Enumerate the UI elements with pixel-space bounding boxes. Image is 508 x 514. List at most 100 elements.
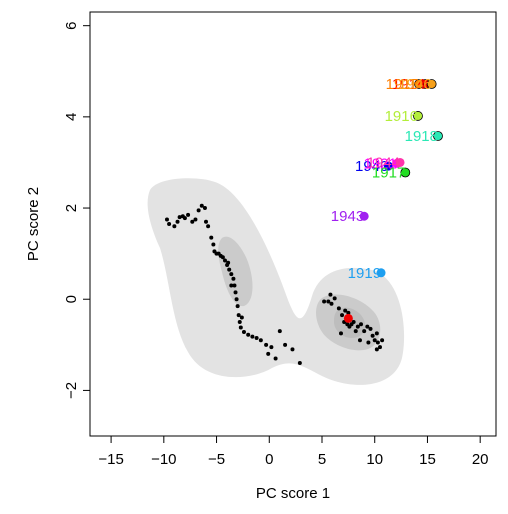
data-point [338, 331, 343, 336]
data-point [326, 299, 331, 304]
data-point [353, 329, 358, 334]
data-point [239, 315, 244, 320]
point-label-1940: 1940 [355, 158, 388, 175]
data-point [362, 329, 367, 334]
background-points [164, 203, 385, 366]
highlight-point-1940 [383, 161, 393, 171]
data-point [227, 267, 232, 272]
y-axis: −2 0 2 4 6 [63, 22, 90, 399]
data-point [328, 292, 333, 297]
data-point [375, 340, 380, 345]
data-point [329, 301, 334, 306]
data-point [177, 215, 182, 220]
data-point [336, 306, 341, 311]
y-tick-label: −2 [63, 382, 80, 399]
data-point [202, 206, 207, 211]
data-point [233, 290, 238, 295]
data-point [199, 203, 204, 208]
highlight-point-1946 [426, 79, 437, 89]
data-point [269, 345, 274, 350]
density-mid-region-left [218, 236, 253, 307]
y-tick-label: 4 [63, 113, 80, 121]
data-point [258, 338, 263, 343]
highlight-point [343, 313, 353, 323]
highlight-point-1915 [414, 79, 424, 89]
y-axis-label: PC score 2 [25, 187, 42, 261]
data-point [241, 330, 246, 335]
data-point [209, 235, 214, 240]
data-point [277, 329, 282, 334]
plot-frame [89, 11, 497, 437]
data-point [196, 208, 201, 213]
data-point [250, 334, 255, 339]
data-point [366, 340, 371, 345]
data-point [235, 304, 240, 309]
data-point [297, 361, 302, 366]
point-label-1921: 1921 [363, 155, 396, 172]
data-point [374, 347, 379, 352]
x-tick-label: 5 [318, 451, 326, 468]
data-point [368, 326, 373, 331]
data-point [372, 338, 377, 343]
y-tick-label: 0 [63, 295, 80, 303]
data-point [182, 216, 187, 221]
data-point [238, 325, 243, 330]
data-point [220, 255, 225, 260]
data-point [351, 320, 356, 325]
data-point [167, 222, 172, 226]
highlight-point-1917 [400, 167, 411, 178]
highlight-point-1919 [376, 268, 386, 278]
data-point [273, 356, 278, 361]
data-point [346, 310, 351, 315]
point-label-1915: 1915 [386, 76, 419, 93]
point-label-1916: 1916 [385, 108, 418, 125]
data-point [266, 351, 271, 356]
data-point [332, 296, 337, 301]
x-axis: −15 −10 −5 0 5 10 15 20 [98, 436, 489, 468]
data-point [229, 283, 234, 288]
data-point [237, 320, 242, 325]
data-point [322, 299, 327, 304]
data-point [231, 276, 236, 281]
x-tick-label: 0 [265, 451, 273, 468]
point-label-1946: 1946 [398, 76, 431, 93]
data-point [264, 342, 269, 347]
data-point [378, 345, 382, 350]
data-point [359, 322, 364, 327]
highlight-point-1916 [413, 111, 423, 121]
data-point [190, 219, 195, 224]
data-point [172, 224, 177, 229]
data-point [380, 338, 385, 343]
data-point [340, 313, 345, 318]
data-point [229, 272, 234, 277]
data-point [283, 342, 288, 347]
data-point [222, 258, 227, 263]
x-axis-label: PC score 1 [256, 485, 330, 502]
data-point [164, 217, 169, 222]
point-label-1917: 1917 [372, 164, 405, 181]
x-tick-label: 15 [419, 451, 436, 468]
data-point [370, 333, 375, 338]
x-tick-label: −5 [208, 451, 225, 468]
point-label-1914: 1914 [392, 76, 425, 93]
highlight-point-1943 [359, 211, 369, 221]
data-point [175, 219, 180, 224]
data-point [204, 219, 208, 224]
point-label-1918: 1918 [405, 128, 438, 145]
data-point [290, 347, 295, 352]
highlighted-points [343, 79, 443, 323]
data-point [355, 324, 360, 329]
data-point [254, 335, 259, 340]
data-point [236, 313, 241, 318]
y-tick-label: 2 [63, 204, 80, 212]
data-point [246, 332, 251, 337]
data-point [343, 308, 348, 313]
x-tick-label: −10 [151, 451, 176, 468]
point-label-1944: 1944 [367, 154, 400, 171]
data-point [193, 217, 198, 222]
data-point [357, 338, 362, 343]
point-label-1943: 1943 [331, 208, 364, 225]
point-label-1919: 1919 [348, 265, 381, 282]
